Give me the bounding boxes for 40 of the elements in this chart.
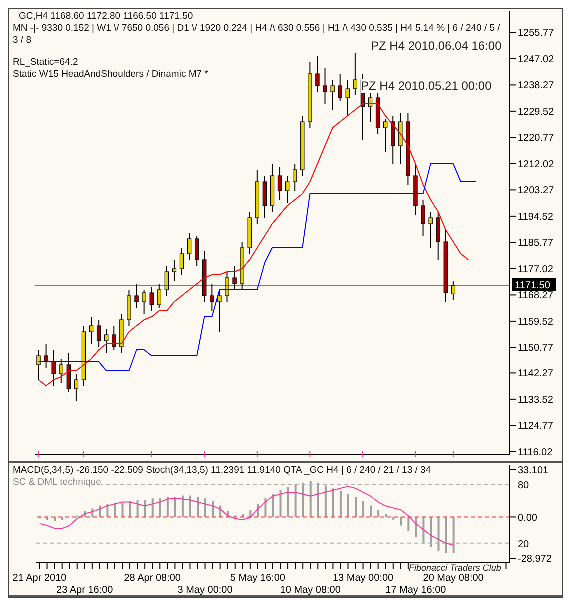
x-tick-label: 21 Apr 2010 <box>12 573 68 584</box>
y-tick-label: 1229.52 <box>518 106 555 118</box>
y-tick-label: 1168.27 <box>518 290 554 302</box>
annotation: Static W15 HeadAndShoulders / Dinamic M7 * <box>13 69 208 80</box>
y2-tick-label: 80 <box>518 480 530 492</box>
x-tick-label: 17 May 16:00 <box>386 585 447 596</box>
annotation: MACD(5,34,5) -26.150 -22.509 Stoch(34,13,5) 11.2391 11.9140 QTA _GC H4 | 6 / 240 / 21 / 13 / 34 <box>13 465 432 476</box>
y-tick-label: 0.00 <box>518 512 538 524</box>
y-tick-label: 1150.77 <box>518 343 554 354</box>
x-tick-label: 28 Apr 08:00 <box>124 573 182 584</box>
y-tick-label: 1142.27 <box>518 368 554 380</box>
y-tick-label: 1159.52 <box>518 316 554 328</box>
y-tick-label: 1238.27 <box>518 80 555 92</box>
y-tick-label: 33.101 <box>518 465 550 476</box>
chart-title: GC,H4 1168.60 1172.80 1166.50 1171.50 <box>19 11 194 23</box>
ref-line-label: 1171.50 <box>515 280 551 292</box>
x-tick-label: 10 May 08:00 <box>280 585 342 596</box>
y-tick-label: 1185.77 <box>518 238 554 250</box>
x-tick-label: 3 May 00:00 <box>178 585 234 596</box>
annotation: PZ H4 2010.05.21 00:00 <box>361 79 492 93</box>
x-tick-label: 13 May 00:00 <box>332 573 394 584</box>
y-tick-label: 1255.77 <box>518 28 555 40</box>
y-tick-label: 1247.02 <box>518 54 555 66</box>
x-tick-label: 20 May 08:00 <box>423 573 484 584</box>
annotation: PZ H4 2010.06.04 16:00 <box>371 39 502 53</box>
x-tick-label: 5 May 16:00 <box>230 573 286 584</box>
y-tick-label: 1212.02 <box>518 159 555 170</box>
y-tick-label: 1203.27 <box>518 186 555 197</box>
y-tick-label: 1124.77 <box>518 421 554 432</box>
y-tick-label: -28.972 <box>518 554 552 566</box>
y-tick-label: 1177.02 <box>518 264 554 276</box>
annotation: Fibonacci Traders Club <box>409 563 502 573</box>
y-tick-label: 1194.52 <box>518 212 554 223</box>
annotation: SC & DML technique <box>13 477 102 488</box>
x-tick-label: 23 Apr 16:00 <box>56 585 114 596</box>
y-tick-label: 1220.77 <box>518 133 555 144</box>
y-tick-label: 1133.52 <box>518 394 554 406</box>
y-tick-label: 1116.02 <box>518 447 554 458</box>
annotation: RL_Static=64.2 <box>13 57 78 68</box>
y2-tick-label: 20 <box>518 539 530 550</box>
